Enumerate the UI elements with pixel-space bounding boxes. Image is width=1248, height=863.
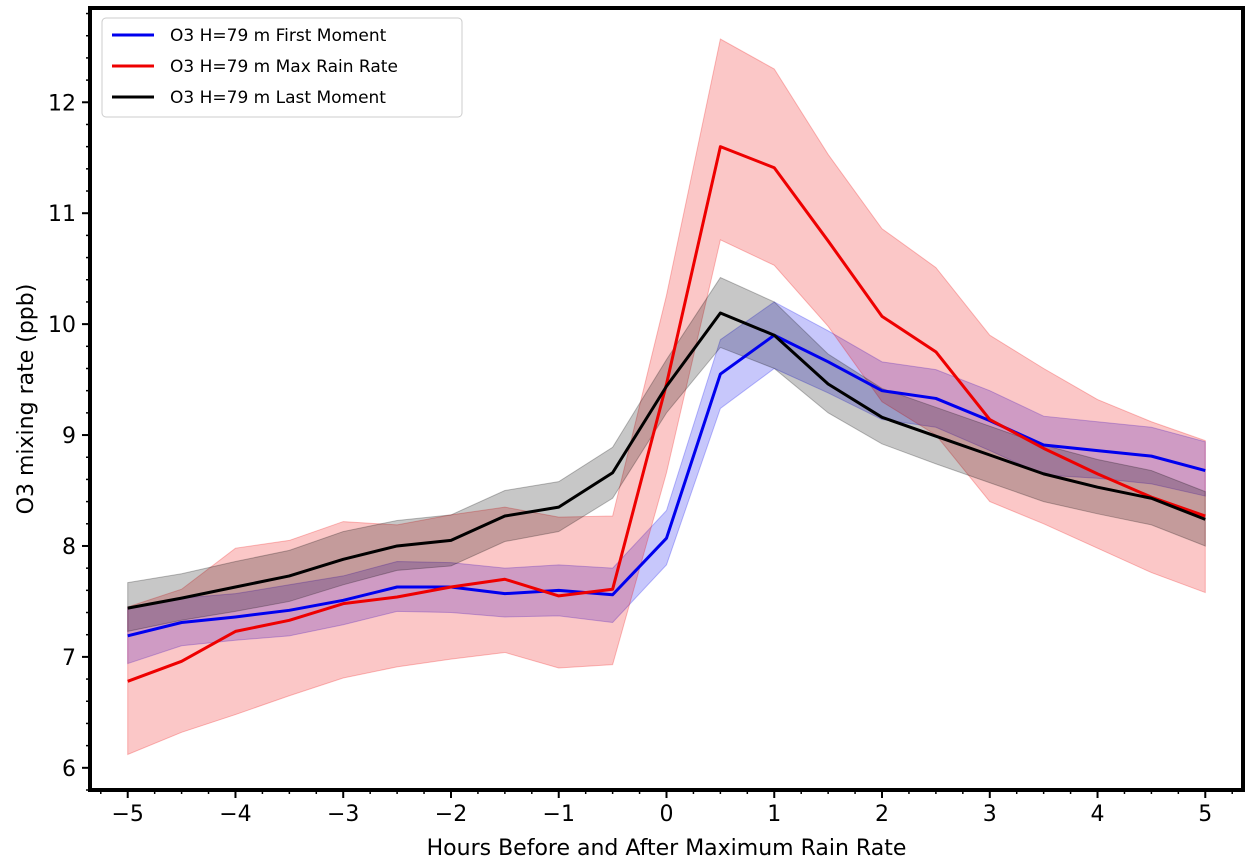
band-series-1 (127, 38, 1206, 756)
x-tick-label: −1 (543, 802, 575, 827)
x-tick-label: 3 (983, 802, 997, 827)
x-tick-label: 4 (1091, 802, 1105, 827)
series-lines (127, 145, 1206, 683)
y-axis: 6 7 8 9 10 11 12 (48, 12, 90, 791)
y-tick-label: 6 (62, 757, 76, 782)
x-tick-label: 1 (767, 802, 781, 827)
y-axis-title: O3 mixing rate (ppb) (14, 284, 39, 515)
x-tick-label: 0 (660, 802, 674, 827)
confidence-bands (127, 38, 1206, 756)
y-tick-label: 9 (62, 424, 76, 449)
y-tick-label: 8 (62, 535, 76, 560)
legend-label-max-rain-rate: O3 H=79 m Max Rain Rate (170, 57, 398, 77)
legend-box (101, 17, 463, 118)
x-axis-title: Hours Before and After Maximum Rain Rate (427, 836, 907, 861)
band-series-0 (127, 301, 1206, 665)
x-tick-label: −3 (327, 802, 359, 827)
x-tick-label: −5 (111, 802, 143, 827)
x-axis: −5 −4 −3 −2 −1 0 1 2 3 4 5 (100, 790, 1233, 827)
x-tick-label: −2 (435, 802, 467, 827)
x-tick-label: 2 (875, 802, 889, 827)
y-tick-label: 12 (48, 91, 76, 116)
line-series-2 (127, 311, 1206, 610)
band-series-2 (127, 276, 1206, 632)
y-tick-label: 11 (48, 202, 76, 227)
x-tick-label: 5 (1198, 802, 1212, 827)
line-series-0 (127, 333, 1206, 638)
y-tick-label: 10 (48, 313, 76, 338)
legend: O3 H=79 m First Moment O3 H=79 m Max Rai… (101, 17, 463, 118)
x-tick-label: −4 (219, 802, 251, 827)
legend-label-last-moment: O3 H=79 m Last Moment (170, 88, 386, 108)
legend-label-first-moment: O3 H=79 m First Moment (170, 26, 387, 46)
y-tick-label: 7 (62, 646, 76, 671)
